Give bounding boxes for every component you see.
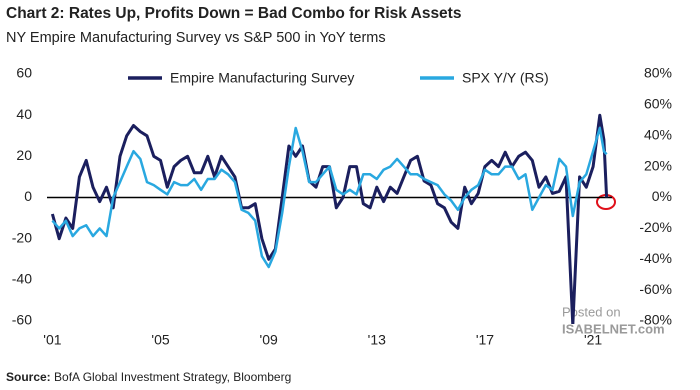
- legend-label: Empire Manufacturing Survey: [170, 70, 354, 86]
- x-tick-label: '13: [368, 332, 386, 348]
- source-label: Source:: [6, 370, 51, 384]
- y2-tick-label: 20%: [644, 157, 672, 173]
- legend-label: SPX Y/Y (RS): [462, 70, 549, 86]
- y-tick-label: -20: [12, 229, 32, 245]
- series-line: [51, 126, 608, 269]
- y2-tick-label: 60%: [644, 96, 672, 112]
- y-tick-label: -40: [12, 271, 32, 287]
- x-tick-label: '17: [476, 332, 494, 348]
- x-tick-label: '21: [584, 332, 602, 348]
- y-tick-label: 0: [24, 188, 32, 204]
- watermark: ISABELNET.com: [562, 321, 665, 336]
- y2-tick-label: -40%: [639, 250, 672, 266]
- source-text: Source: BofA Global Investment Strategy,…: [6, 370, 291, 384]
- x-tick-label: '09: [260, 332, 278, 348]
- series-line: [50, 113, 609, 324]
- chart-title: Chart 2: Rates Up, Profits Down = Bad Co…: [6, 5, 461, 22]
- source: BofA Global Investment Strategy, Bloombe…: [54, 370, 291, 384]
- x-tick-label: '05: [151, 332, 169, 348]
- watermark: Posted on: [562, 304, 621, 319]
- y2-tick-label: 40%: [644, 126, 672, 142]
- y-tick-label: 40: [16, 106, 32, 122]
- y2-tick-label: 80%: [644, 65, 672, 81]
- y-tick-label: 60: [16, 65, 32, 81]
- chart-subtitle: NY Empire Manufacturing Survey vs S&P 50…: [6, 30, 386, 46]
- y2-tick-label: -20%: [639, 219, 672, 235]
- y-tick-label: 20: [16, 147, 32, 163]
- y-tick-label: -60: [12, 312, 32, 328]
- y2-tick-label: 0%: [652, 188, 672, 204]
- y2-tick-label: -60%: [639, 281, 672, 297]
- x-tick-label: '01: [43, 332, 61, 348]
- y2-tick-label: -80%: [639, 312, 672, 328]
